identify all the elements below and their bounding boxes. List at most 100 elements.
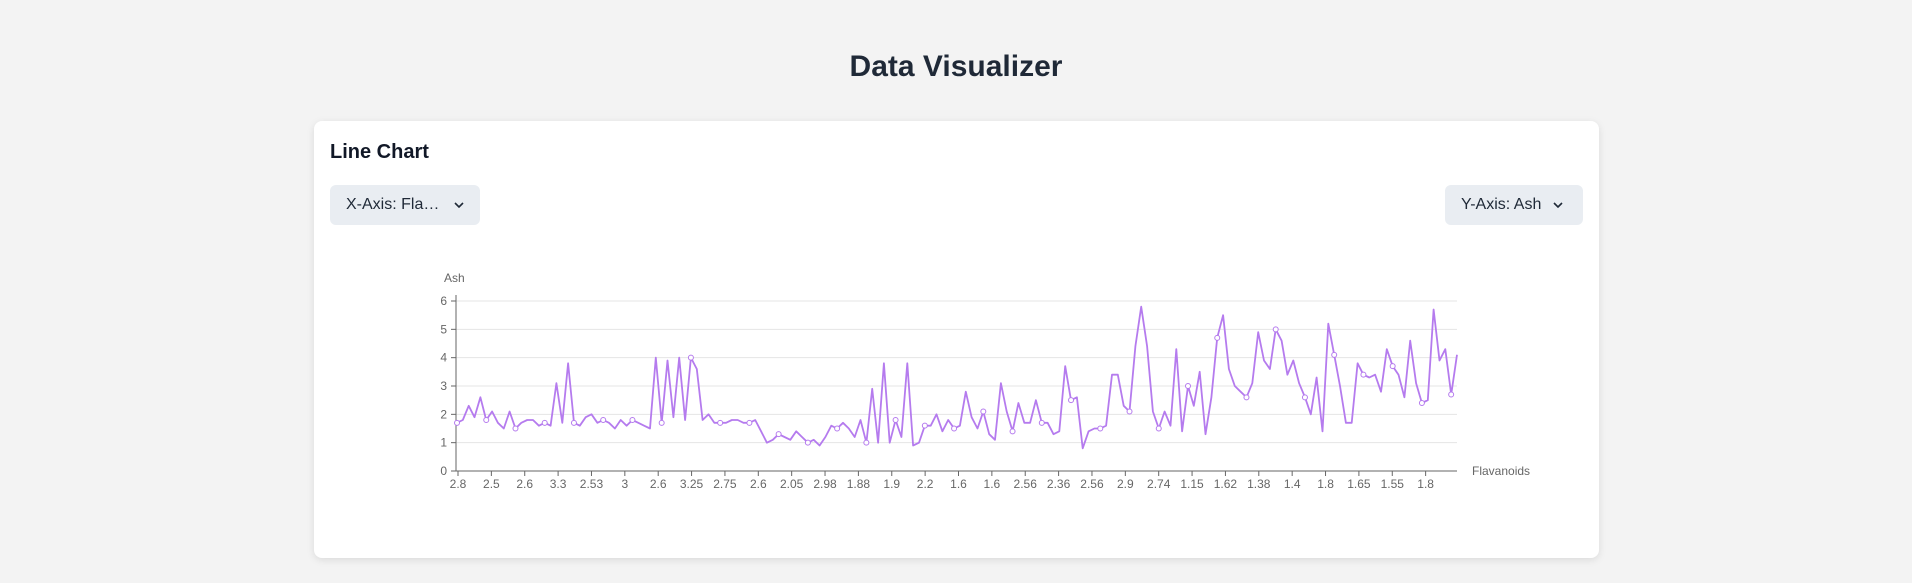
data-point — [899, 435, 903, 439]
data-point — [1081, 446, 1085, 450]
data-point — [829, 424, 833, 428]
data-point — [636, 421, 640, 425]
chevron-down-icon — [454, 200, 464, 211]
data-point-marker — [1448, 391, 1455, 398]
data-point — [666, 359, 670, 363]
data-point-marker — [454, 419, 460, 426]
data-point-marker — [921, 422, 928, 429]
data-point — [461, 418, 465, 422]
data-point — [753, 418, 757, 422]
data-point — [1022, 421, 1026, 425]
x-tick-label: 1.6 — [984, 477, 1001, 491]
data-point — [1016, 401, 1020, 405]
card-title: Line Chart — [330, 141, 429, 163]
data-point-marker — [775, 431, 782, 438]
x-tick-label: 2.6 — [650, 477, 667, 491]
x-tick-label: 2.9 — [1117, 477, 1134, 491]
data-point — [1356, 361, 1360, 365]
data-point — [1250, 381, 1254, 385]
data-point — [578, 424, 582, 428]
data-point — [1256, 330, 1260, 334]
data-point — [496, 421, 500, 425]
data-point-marker — [1038, 419, 1045, 426]
data-point — [525, 418, 529, 422]
data-point-marker — [1331, 351, 1338, 358]
x-tick-label: 2.56 — [1014, 477, 1038, 491]
x-tick-label: 1.6 — [950, 477, 967, 491]
y-axis-select[interactable]: Y-Axis: Ash — [1445, 185, 1583, 225]
data-point — [876, 441, 880, 445]
data-point — [1110, 373, 1114, 377]
data-point-marker — [892, 417, 899, 423]
data-point — [1373, 373, 1377, 377]
data-point — [1227, 367, 1231, 371]
data-point — [554, 381, 558, 385]
data-point — [1402, 395, 1406, 399]
data-point-marker — [541, 419, 548, 426]
data-point-marker — [1360, 371, 1367, 378]
x-tick-label: 1.55 — [1381, 477, 1405, 491]
data-point-marker — [600, 417, 607, 423]
data-point — [1051, 432, 1055, 436]
data-point — [759, 429, 763, 433]
data-point — [870, 387, 874, 391]
data-point — [1087, 429, 1091, 433]
data-point — [1432, 308, 1436, 312]
data-point — [970, 415, 974, 419]
data-point-marker — [1272, 326, 1279, 333]
data-point — [1151, 410, 1155, 414]
data-point — [1104, 424, 1108, 428]
data-point — [1239, 390, 1243, 394]
data-point — [1192, 404, 1196, 408]
data-point — [958, 424, 962, 428]
data-point — [1309, 412, 1313, 416]
data-point — [771, 438, 775, 442]
data-point-marker — [483, 417, 490, 423]
data-point — [975, 427, 979, 431]
data-point-marker — [658, 419, 665, 426]
data-point — [1350, 421, 1354, 425]
data-point — [765, 441, 769, 445]
data-point — [607, 421, 611, 425]
data-point — [929, 424, 933, 428]
x-tick-label: 1.65 — [1347, 477, 1371, 491]
data-point — [782, 435, 786, 439]
series-line — [456, 305, 1458, 450]
data-point — [1005, 410, 1009, 414]
data-point — [1268, 367, 1272, 371]
data-point — [911, 444, 915, 448]
data-point — [590, 412, 594, 416]
data-point — [1426, 398, 1430, 402]
data-point — [730, 418, 734, 422]
data-point — [1344, 421, 1348, 425]
data-point — [847, 427, 851, 431]
data-point — [1122, 404, 1126, 408]
x-tick-label: 1.88 — [847, 477, 871, 491]
data-point-marker — [1184, 383, 1191, 389]
data-point-marker — [951, 425, 958, 432]
x-tick-label: 2.36 — [1047, 477, 1071, 491]
data-point-marker — [1126, 408, 1133, 415]
data-point — [502, 427, 506, 431]
data-point — [818, 444, 822, 448]
data-point — [595, 421, 599, 425]
data-point — [508, 410, 512, 414]
x-axis-select[interactable]: X-Axis: Flav... — [330, 185, 480, 225]
data-point — [671, 415, 675, 419]
data-point — [1116, 373, 1120, 377]
data-point-marker — [746, 419, 753, 426]
x-tick-label: 2.6 — [750, 477, 767, 491]
data-point-marker — [1418, 400, 1425, 406]
data-point — [788, 438, 792, 442]
data-point-marker — [863, 439, 870, 446]
data-point — [1168, 424, 1172, 428]
y-tick-label: 4 — [440, 351, 447, 365]
data-point — [537, 424, 541, 428]
chevron-down-icon — [1553, 200, 1563, 211]
x-tick-label: 2.56 — [1080, 477, 1104, 491]
data-point — [1145, 344, 1149, 348]
page-title: Data Visualizer — [849, 50, 1063, 83]
data-point — [1209, 395, 1213, 399]
data-point — [1233, 384, 1237, 388]
data-point — [1028, 421, 1032, 425]
